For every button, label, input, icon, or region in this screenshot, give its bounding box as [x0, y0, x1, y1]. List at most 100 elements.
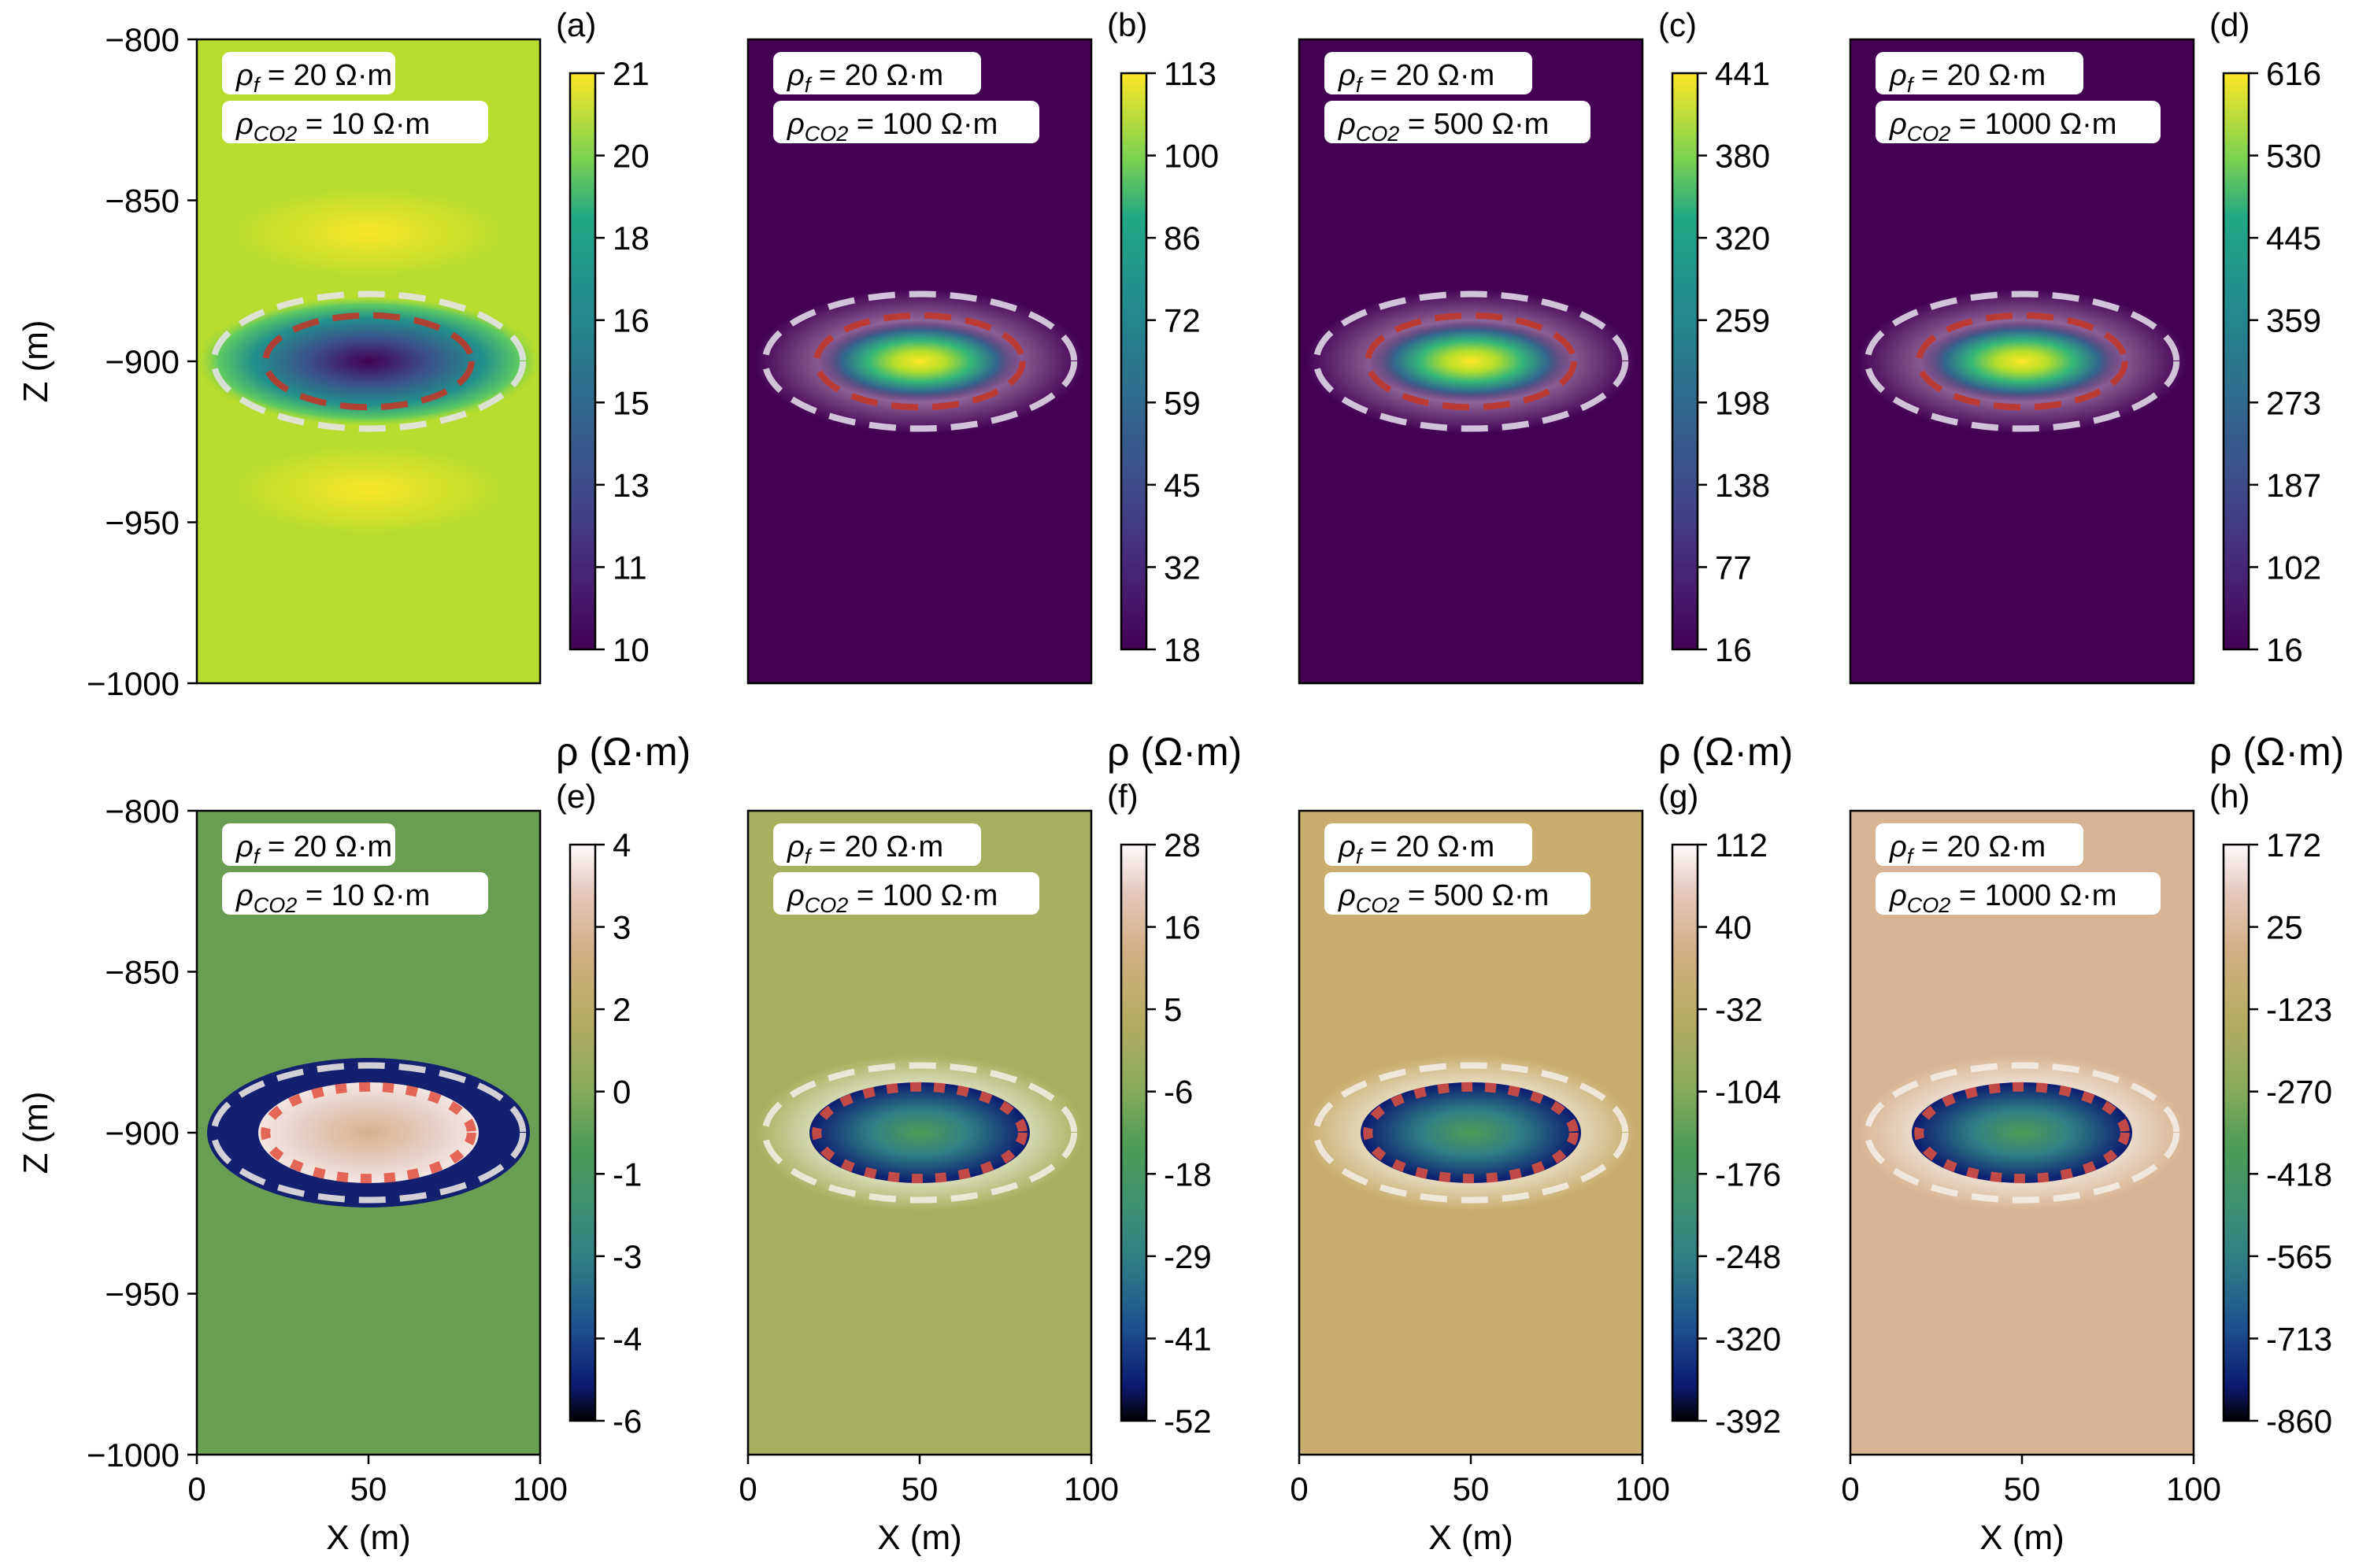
colorbar-tick-label: 25	[2266, 909, 2303, 946]
colorbar	[2222, 72, 2250, 651]
panel-g: ρf = 20 Ω·m ρCO2 = 500 Ω·m 0 50 100 X (m) 112 4…	[1290, 778, 1781, 1557]
colorbar-label: ρ (Ω·m)	[1107, 730, 1242, 774]
y-tick-label: −850	[105, 954, 180, 991]
colorbar	[1671, 843, 1699, 1422]
colorbar	[2222, 843, 2250, 1422]
rho-annotation: ρCO2 = 100 Ω·m	[787, 879, 998, 917]
panel-d: ρf = 20 Ω·m ρCO2 = 1000 Ω·m 616 530 445 359 27…	[1849, 6, 2344, 774]
heatmap-area	[748, 811, 1091, 1455]
colorbar-tick-label: -32	[1715, 991, 1763, 1028]
outer-boundary-dashed	[210, 290, 527, 432]
co2-anomaly	[1361, 1082, 1581, 1183]
x-axis-label: X (m)	[1428, 1518, 1513, 1557]
colorbar-tick-label: 273	[2266, 384, 2321, 421]
annotation-box-rho-f	[773, 823, 981, 866]
y-tick-label: −900	[105, 1115, 180, 1152]
rho-annotation: ρCO2 = 10 Ω·m	[235, 108, 430, 146]
outer-boundary-dashed	[1313, 290, 1629, 432]
x-tick-label: 100	[1064, 1470, 1119, 1507]
colorbar-tick-label: -123	[2266, 991, 2332, 1028]
co2-anomaly	[817, 320, 1022, 402]
panel-a: ρf = 20 Ω·m ρCO2 = 10 Ω·m −800 −850 −900 −950…	[17, 6, 691, 774]
colorbar-tick-label: -418	[2266, 1156, 2332, 1193]
co2-anomaly	[197, 294, 540, 428]
inner-boundary-dashed	[812, 1082, 1028, 1184]
colorbar-tick-label: 2	[613, 991, 631, 1028]
colorbar	[1671, 72, 1699, 651]
colorbar-tick-label: -248	[1715, 1238, 1781, 1275]
annotation-box-rho-f	[1324, 52, 1532, 94]
x-tick-label: 0	[739, 1470, 757, 1507]
x-tick-label: 100	[2166, 1470, 2221, 1507]
panels-layer: ρf = 20 Ω·m ρCO2 = 10 Ω·m −800 −850 −900 −950…	[17, 6, 2344, 1557]
outer-boundary-dashed	[761, 1062, 1078, 1204]
colorbar-tick-label: 16	[2266, 631, 2303, 668]
colorbar-tick-label: 172	[2266, 827, 2321, 864]
inner-boundary-dashed	[1363, 1082, 1579, 1184]
y-tick-label: −1000	[87, 1437, 180, 1474]
panel-h: ρf = 20 Ω·m ρCO2 = 1000 Ω·m 0 50 100 X (m) 172…	[1841, 778, 2332, 1557]
x-tick-label: 50	[350, 1470, 387, 1507]
x-axis-label: X (m)	[1979, 1518, 2064, 1557]
co2-anomaly	[809, 1082, 1030, 1183]
colorbar-tick-label: 16	[1164, 909, 1201, 946]
annotation-box-rho-f	[1324, 823, 1532, 866]
colorbar-label: ρ (Ω·m)	[2209, 730, 2344, 774]
colorbar-label: ρ (Ω·m)	[1658, 730, 1793, 774]
colorbar-tick-label: 10	[613, 631, 650, 668]
colorbar-tick-label: -713	[2266, 1320, 2332, 1357]
x-tick-label: 0	[1841, 1470, 1859, 1507]
heatmap-area	[1299, 811, 1642, 1455]
colorbar-tick-label: 102	[2266, 549, 2321, 586]
panel-letter: (e)	[556, 778, 596, 815]
annotation-box-rho-f	[222, 52, 395, 94]
colorbar-tick-label: 16	[613, 302, 650, 339]
x-tick-label: 100	[1615, 1470, 1670, 1507]
inner-boundary-dashed	[1916, 312, 2128, 411]
colorbar-tick-label: 359	[2266, 302, 2321, 339]
colorbar-tick-label: 13	[613, 467, 650, 504]
annotation-box-rho-f	[1876, 52, 2083, 94]
colorbar-tick-label: 59	[1164, 384, 1201, 421]
colorbar-tick-label: 20	[613, 138, 650, 175]
y-tick-label: −950	[105, 505, 180, 542]
rho-annotation: ρCO2 = 10 Ω·m	[235, 879, 430, 917]
colorbar-tick-label: 616	[2266, 55, 2321, 92]
panel-c: ρf = 20 Ω·m ρCO2 = 500 Ω·m 441 380 320 259 198…	[1298, 6, 1793, 774]
colorbar-tick-label: 112	[1715, 827, 1768, 864]
co2-anomaly	[1368, 320, 1573, 402]
colorbar-tick-label: -52	[1164, 1403, 1212, 1440]
bright-lobe-bottom	[235, 446, 502, 534]
colorbar-tick-label: -1	[613, 1156, 642, 1193]
heatmap-area	[748, 39, 1091, 683]
annotation-box-rho-f	[773, 52, 981, 94]
x-axis-label: X (m)	[877, 1518, 962, 1557]
y-tick-label: −800	[105, 21, 180, 58]
colorbar-tick-label: 259	[1715, 302, 1770, 339]
x-tick-label: 50	[1453, 1470, 1490, 1507]
colorbar-tick-label: -6	[613, 1403, 642, 1440]
colorbar-tick-label: -29	[1164, 1238, 1212, 1275]
inner-boundary-dashed	[1365, 312, 1577, 411]
colorbar-tick-label: 28	[1164, 827, 1201, 864]
colorbar-tick-label: 86	[1164, 220, 1201, 257]
outer-boundary-dashed	[1864, 1062, 2180, 1204]
heatmap-area	[1850, 811, 2194, 1455]
colorbar	[568, 843, 597, 1422]
colorbar-tick-label: -320	[1715, 1320, 1781, 1357]
rho-annotation: ρf = 20 Ω·m	[1338, 59, 1494, 97]
annotation-box-rho-co2	[222, 101, 488, 143]
panel-letter: (f)	[1107, 778, 1139, 815]
annotation-box-rho-co2	[1876, 872, 2161, 915]
co2-anomaly	[1912, 1082, 2132, 1183]
colorbar-tick-label: -18	[1164, 1156, 1212, 1193]
plot-frame	[746, 38, 1093, 685]
heatmap-area	[197, 811, 540, 1455]
annotation-box-rho-co2	[773, 872, 1039, 915]
outer-boundary-dashed	[1864, 290, 2180, 432]
colorbar-tick-label: 3	[613, 909, 631, 946]
inner-boundary-dashed	[261, 1082, 476, 1184]
colorbar-tick-label: 40	[1715, 909, 1752, 946]
inner-boundary-dashed	[1914, 1082, 2130, 1184]
x-tick-label: 0	[187, 1470, 206, 1507]
